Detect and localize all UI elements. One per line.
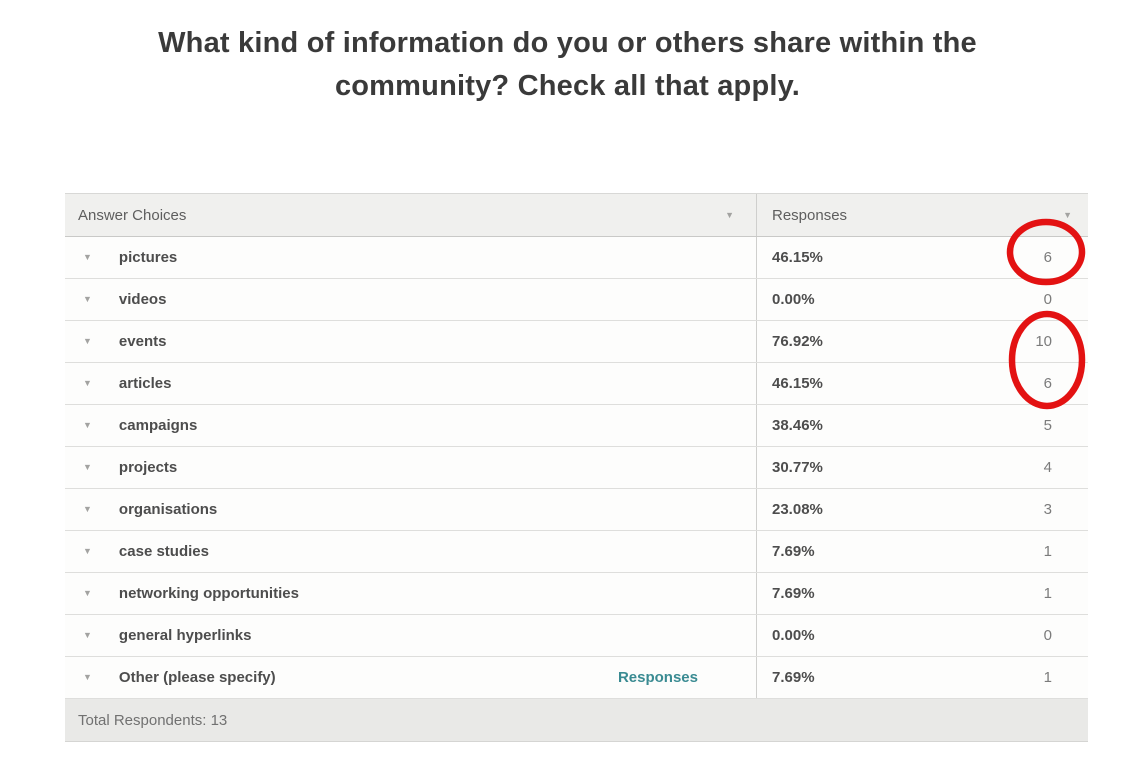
table-row: ▼ Other (please specify) Responses 7.69% 1 xyxy=(65,657,1088,699)
answer-cell: ▼ Other (please specify) Responses xyxy=(65,657,757,698)
answer-cell: ▼ pictures xyxy=(65,237,757,278)
table-row: ▼ events 76.92% 10 xyxy=(65,321,1088,363)
total-respondents-label: Total Respondents: 13 xyxy=(78,711,228,729)
sort-dropdown-icon[interactable]: ▼ xyxy=(725,209,734,220)
answer-choice-label: articles xyxy=(118,375,172,392)
row-dropdown-icon[interactable]: ▼ xyxy=(83,336,92,346)
answer-choice-label: Other (please specify) xyxy=(118,669,276,686)
responses-cell: 46.15% 6 xyxy=(757,237,1088,278)
response-percent: 46.15% xyxy=(772,249,823,266)
responses-cell: 0.00% 0 xyxy=(757,279,1088,320)
response-percent: 7.69% xyxy=(772,543,815,560)
row-dropdown-icon[interactable]: ▼ xyxy=(83,420,92,430)
response-percent: 0.00% xyxy=(772,291,815,308)
response-percent: 46.15% xyxy=(772,375,823,392)
answer-cell: ▼ case studies xyxy=(65,531,757,572)
response-percent: 38.46% xyxy=(772,417,823,434)
answer-choices-header-label: Answer Choices xyxy=(78,206,187,224)
row-dropdown-icon[interactable]: ▼ xyxy=(83,252,92,262)
table-row: ▼ videos 0.00% 0 xyxy=(65,279,1088,321)
answer-cell: ▼ organisations xyxy=(65,489,757,530)
sort-dropdown-icon[interactable]: ▼ xyxy=(1063,209,1072,220)
table-row: ▼ campaigns 38.46% 5 xyxy=(65,405,1088,447)
response-percent: 76.92% xyxy=(772,333,823,350)
response-count: 10 xyxy=(1035,333,1052,350)
table-body: ▼ pictures 46.15% 6 ▼ videos 0.00% 0 ▼ events 76.9… xyxy=(65,237,1088,699)
response-count: 1 xyxy=(1043,543,1052,560)
row-dropdown-icon[interactable]: ▼ xyxy=(83,672,92,682)
answer-cell: ▼ videos xyxy=(65,279,757,320)
responses-cell: 23.08% 3 xyxy=(757,489,1088,530)
answer-choice-label: pictures xyxy=(118,249,178,266)
results-table: Answer Choices ▼ Responses ▼ ▼ pictures 46… xyxy=(65,193,1088,742)
answer-choice-label: events xyxy=(118,333,167,350)
table-footer: Total Respondents: 13 xyxy=(65,699,1088,742)
table-header-row: Answer Choices ▼ Responses ▼ xyxy=(65,193,1088,237)
response-count: 0 xyxy=(1043,627,1052,644)
responses-cell: 0.00% 0 xyxy=(757,615,1088,656)
response-percent: 7.69% xyxy=(772,669,815,686)
responses-cell: 7.69% 1 xyxy=(757,657,1088,698)
answer-choice-label: videos xyxy=(118,291,167,308)
answer-choice-label: organisations xyxy=(118,501,218,518)
response-percent: 0.00% xyxy=(772,627,815,644)
table-row: ▼ networking opportunities 7.69% 1 xyxy=(65,573,1088,615)
response-count: 6 xyxy=(1043,375,1052,392)
responses-cell: 30.77% 4 xyxy=(757,447,1088,488)
response-count: 0 xyxy=(1043,291,1052,308)
responses-cell: 7.69% 1 xyxy=(757,573,1088,614)
row-dropdown-icon[interactable]: ▼ xyxy=(83,630,92,640)
responses-cell: 76.92% 10 xyxy=(757,321,1088,362)
table-row: ▼ articles 46.15% 6 xyxy=(65,363,1088,405)
responses-header-label: Responses xyxy=(772,206,848,224)
response-percent: 30.77% xyxy=(772,459,823,476)
row-dropdown-icon[interactable]: ▼ xyxy=(83,504,92,514)
row-dropdown-icon[interactable]: ▼ xyxy=(83,588,92,598)
answer-choice-label: networking opportunities xyxy=(118,585,299,602)
responses-cell: 46.15% 6 xyxy=(757,363,1088,404)
answer-choice-label: general hyperlinks xyxy=(118,627,252,644)
table-row: ▼ organisations 23.08% 3 xyxy=(65,489,1088,531)
responses-header-cell: Responses ▼ xyxy=(757,194,1088,236)
responses-link[interactable]: Responses xyxy=(617,669,698,686)
row-dropdown-icon[interactable]: ▼ xyxy=(83,294,92,304)
response-count: 5 xyxy=(1043,417,1052,434)
answer-cell: ▼ campaigns xyxy=(65,405,757,446)
response-percent: 7.69% xyxy=(772,585,815,602)
table-row: ▼ pictures 46.15% 6 xyxy=(65,237,1088,279)
answer-choices-header-cell: Answer Choices ▼ xyxy=(65,194,757,236)
answer-cell: ▼ articles xyxy=(65,363,757,404)
answer-choice-label: projects xyxy=(118,459,178,476)
answer-cell: ▼ events xyxy=(65,321,757,362)
answer-choice-label: campaigns xyxy=(118,417,198,434)
question-title: What kind of information do you or other… xyxy=(158,27,977,102)
response-count: 1 xyxy=(1043,669,1052,686)
table-row: ▼ general hyperlinks 0.00% 0 xyxy=(65,615,1088,657)
responses-cell: 7.69% 1 xyxy=(757,531,1088,572)
row-dropdown-icon[interactable]: ▼ xyxy=(83,462,92,472)
response-count: 6 xyxy=(1043,249,1052,266)
row-dropdown-icon[interactable]: ▼ xyxy=(83,378,92,388)
response-count: 3 xyxy=(1043,501,1052,518)
table-row: ▼ case studies 7.69% 1 xyxy=(65,531,1088,573)
answer-cell: ▼ projects xyxy=(65,447,757,488)
answer-cell: ▼ general hyperlinks xyxy=(65,615,757,656)
answer-choice-label: case studies xyxy=(118,543,209,560)
answer-cell: ▼ networking opportunities xyxy=(65,573,757,614)
responses-cell: 38.46% 5 xyxy=(757,405,1088,446)
response-percent: 23.08% xyxy=(772,501,823,518)
response-count: 1 xyxy=(1043,585,1052,602)
row-dropdown-icon[interactable]: ▼ xyxy=(83,546,92,556)
table-row: ▼ projects 30.77% 4 xyxy=(65,447,1088,489)
response-count: 4 xyxy=(1043,459,1052,476)
